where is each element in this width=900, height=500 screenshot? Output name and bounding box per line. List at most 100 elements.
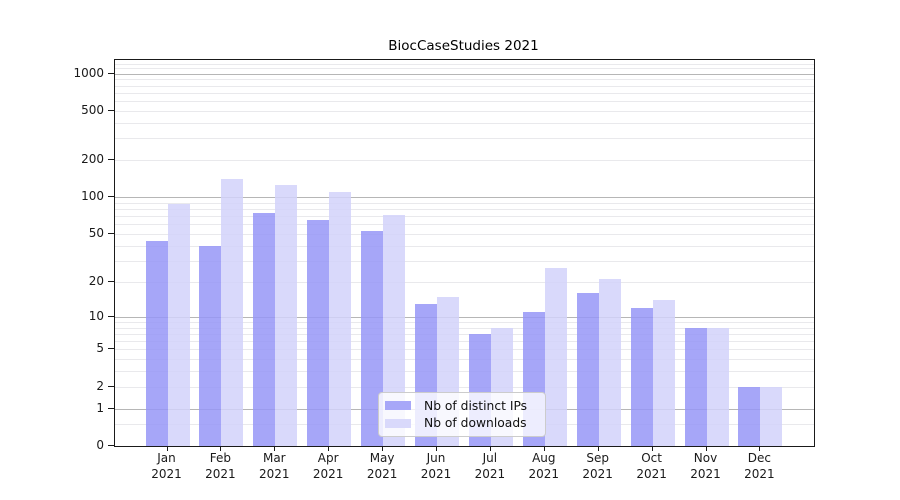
y-tick-label-20: 20 (88, 273, 104, 288)
x-tick-mark-jan (166, 446, 168, 451)
bar-nov-downloads (706, 327, 729, 446)
chart-title: BiocCaseStudies 2021 (388, 38, 539, 54)
legend-swatch-downloads (385, 418, 411, 428)
gridline-8 (115, 327, 814, 329)
y-tick-mark-0 (108, 445, 114, 446)
gridline-1000 (115, 73, 814, 75)
gridline-700 (115, 92, 814, 94)
gridline-9 (115, 321, 814, 323)
bar-aug-downloads (544, 268, 567, 446)
bar-mar-distinct-ips (253, 212, 276, 446)
bar-oct-distinct-ips (630, 307, 653, 446)
x-tick-mark-dec (759, 446, 761, 451)
x-tick-label-sep: Sep 2021 (582, 451, 613, 481)
x-tick-mark-oct (651, 446, 653, 451)
legend-label-downloads: Nb of downloads (424, 416, 527, 431)
gridline-800 (115, 85, 814, 87)
gridline-300 (115, 138, 814, 140)
gridline-4 (115, 359, 814, 361)
y-tick-label-5: 5 (96, 341, 104, 356)
x-tick-label-oct: Oct 2021 (636, 451, 667, 481)
y-tick-label-100: 100 (81, 189, 104, 204)
gridline-20 (115, 281, 814, 283)
gridline-200 (115, 160, 814, 162)
bar-jan-downloads (167, 204, 190, 446)
bar-may-distinct-ips (361, 230, 384, 446)
y-tick-mark-50 (108, 233, 114, 234)
y-tick-label-10: 10 (88, 308, 104, 323)
x-tick-label-jan: Jan 2021 (151, 451, 182, 481)
y-tick-mark-100 (108, 196, 114, 198)
gridline-900 (115, 79, 814, 81)
x-tick-label-jul: Jul 2021 (474, 451, 506, 481)
x-tick-label-aug: Aug 2021 (528, 451, 560, 481)
y-tick-mark-20 (108, 280, 114, 282)
bar-oct-downloads (652, 300, 675, 446)
legend-item-distinct-ips: Nb of distinct IPs (385, 399, 539, 413)
y-tick-mark-2 (108, 385, 114, 387)
y-tick-label-0: 0 (96, 438, 104, 452)
gridline-2 (115, 386, 814, 388)
bar-dec-downloads (760, 386, 783, 446)
gridline-100 (115, 197, 814, 199)
bar-feb-distinct-ips (199, 245, 222, 446)
x-tick-mark-feb (220, 446, 222, 451)
x-tick-label-nov: Nov 2021 (690, 451, 721, 481)
gridline-50 (115, 234, 814, 235)
x-tick-mark-nov (705, 446, 707, 451)
bar-jan-distinct-ips (145, 240, 168, 446)
bar-feb-downloads (221, 179, 244, 446)
x-tick-label-dec: Dec 2021 (744, 451, 775, 481)
gridline-30 (115, 260, 814, 262)
plot-area: Nb of distinct IPs Nb of downloads (114, 59, 815, 447)
x-tick-mark-aug (543, 446, 545, 451)
y-tick-mark-200 (108, 159, 114, 161)
bar-may-downloads (383, 214, 406, 446)
gridline-1100 (115, 68, 814, 70)
legend-swatch-distinct-ips (385, 401, 411, 411)
gridline-7 (115, 333, 814, 335)
y-tick-mark-10 (108, 315, 114, 317)
x-tick-mark-apr (328, 446, 330, 451)
x-tick-mark-jun (436, 446, 437, 451)
y-tick-label-1: 1 (96, 400, 104, 415)
x-tick-mark-sep (597, 446, 599, 451)
y-tick-mark-5 (108, 348, 114, 350)
gridline-500 (115, 110, 814, 112)
gridline-1200 (115, 63, 814, 65)
bar-sep-distinct-ips (576, 293, 599, 446)
gridline-90 (115, 202, 814, 204)
gridline-5 (115, 349, 814, 351)
gridline-6 (115, 341, 814, 343)
gridline-10 (115, 316, 814, 318)
x-tick-label-mar: Mar 2021 (259, 451, 290, 481)
x-tick-label-apr: Apr 2021 (312, 451, 344, 481)
y-tick-label-200: 200 (81, 152, 104, 167)
legend-label-distinct-ips: Nb of distinct IPs (424, 398, 528, 413)
x-tick-label-jun: Jun 2021 (420, 451, 452, 481)
bar-nov-distinct-ips (684, 327, 707, 446)
y-tick-label-50: 50 (88, 226, 104, 240)
gridline-70 (115, 216, 814, 218)
x-tick-label-may: May 2021 (366, 451, 398, 481)
y-tick-label-500: 500 (81, 102, 104, 117)
y-tick-mark-1 (108, 407, 114, 409)
bar-apr-downloads (329, 192, 352, 446)
x-tick-mark-may (382, 446, 384, 451)
legend-item-downloads: Nb of downloads (385, 416, 539, 430)
gridline-60 (115, 224, 814, 226)
bar-mar-downloads (275, 184, 298, 446)
y-tick-label-1000: 1000 (73, 65, 104, 80)
x-tick-mark-mar (274, 446, 276, 451)
bar-apr-distinct-ips (307, 220, 330, 446)
x-tick-label-feb: Feb 2021 (205, 451, 236, 481)
y-tick-mark-1000 (108, 72, 114, 74)
gridline-400 (115, 122, 814, 124)
legend: Nb of distinct IPs Nb of downloads (378, 392, 546, 437)
y-tick-mark-500 (108, 109, 114, 111)
gridline-40 (115, 245, 814, 247)
gridline-80 (115, 209, 814, 211)
y-tick-label-2: 2 (96, 378, 104, 393)
gridline-3 (115, 371, 814, 373)
